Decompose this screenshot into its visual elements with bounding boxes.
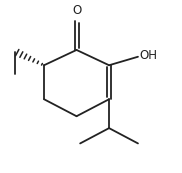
Text: OH: OH [140,49,158,62]
Text: O: O [72,4,81,17]
